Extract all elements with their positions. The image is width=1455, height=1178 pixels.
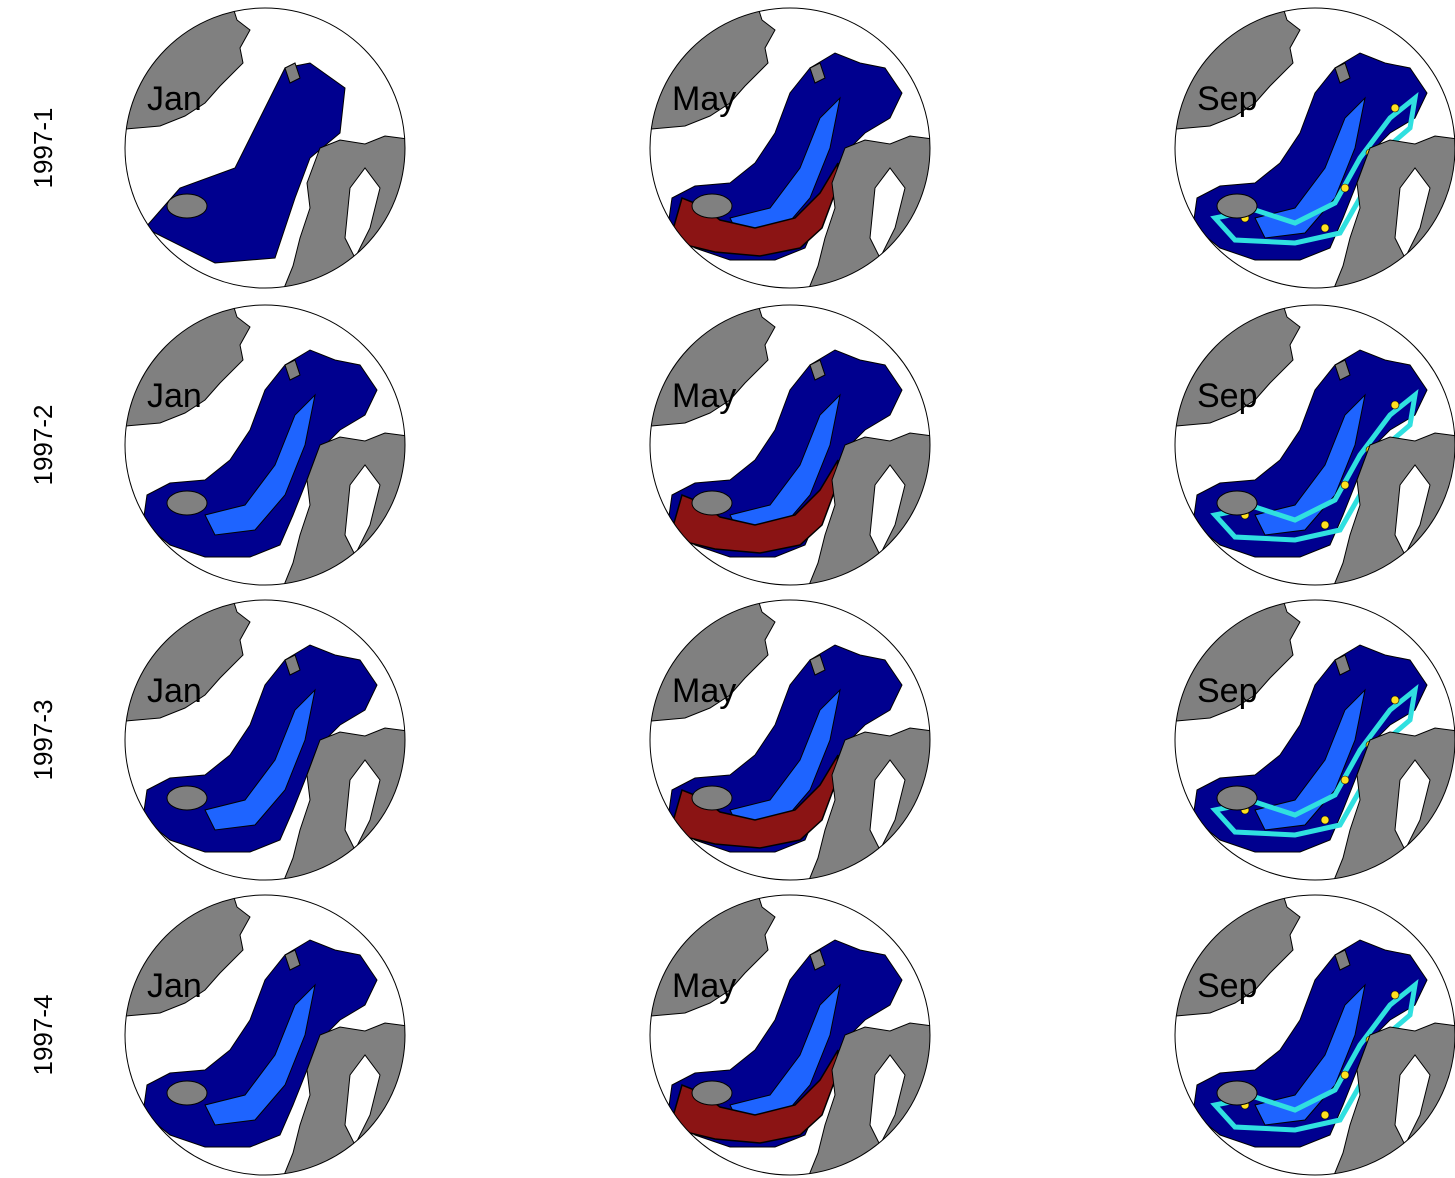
ocean-peak — [1341, 1071, 1349, 1079]
panel-label: May — [672, 377, 736, 415]
ocean-peak — [1321, 521, 1329, 529]
map-content — [640, 295, 940, 595]
panel-label: Sep — [1197, 967, 1258, 1005]
map-panel: May — [640, 295, 940, 595]
ocean-peak — [1341, 776, 1349, 784]
map-content — [1165, 885, 1455, 1178]
island — [167, 786, 207, 810]
ocean-peak — [1321, 1111, 1329, 1119]
panel-label: Sep — [1197, 672, 1258, 710]
ocean-peak — [1391, 104, 1399, 112]
ocean-peak — [1341, 184, 1349, 192]
panel-label: Sep — [1197, 80, 1258, 118]
map-content — [1165, 590, 1455, 890]
island — [1217, 491, 1257, 515]
ocean-peak — [1321, 816, 1329, 824]
island — [1217, 1081, 1257, 1105]
island — [167, 1081, 207, 1105]
island — [692, 491, 732, 515]
panel-label: Jan — [147, 80, 202, 118]
figure: 1997-1 Jan May Sep 1997-2 Jan May Sep 1997-3 Jan M… — [0, 0, 1455, 1178]
map-panel: May — [640, 590, 940, 890]
panel-label: Jan — [147, 377, 202, 415]
row-label: 1997-1 — [28, 108, 58, 189]
island — [167, 194, 207, 218]
panel-label: Jan — [147, 672, 202, 710]
panel-label: May — [672, 80, 736, 118]
map-panel: Jan — [115, 885, 415, 1178]
ocean-peak — [1341, 481, 1349, 489]
map-content — [1165, 295, 1455, 595]
island — [692, 194, 732, 218]
map-content — [115, 295, 415, 595]
island — [167, 491, 207, 515]
map-content — [115, 885, 415, 1178]
map-panel: Jan — [115, 590, 415, 890]
map-content — [115, 0, 415, 298]
island — [1217, 194, 1257, 218]
ocean-peak — [1391, 991, 1399, 999]
map-panel: Jan — [115, 0, 415, 298]
map-content — [640, 590, 940, 890]
map-content — [640, 885, 940, 1178]
map-panel: Sep — [1165, 0, 1455, 298]
map-panel: May — [640, 885, 940, 1178]
map-panel: Sep — [1165, 295, 1455, 595]
ocean-peak — [1391, 696, 1399, 704]
ocean-peak — [1321, 224, 1329, 232]
map-panel: Jan — [115, 295, 415, 595]
ocean-peak — [1391, 401, 1399, 409]
row-label: 1997-3 — [28, 700, 58, 781]
panel-label: May — [672, 967, 736, 1005]
panel-label: Jan — [147, 967, 202, 1005]
map-content — [640, 0, 940, 298]
map-content — [115, 590, 415, 890]
map-panel: Sep — [1165, 885, 1455, 1178]
panel-label: May — [672, 672, 736, 710]
island — [692, 786, 732, 810]
map-panel: May — [640, 0, 940, 298]
map-content — [1165, 0, 1455, 298]
panel-label: Sep — [1197, 377, 1258, 415]
island — [692, 1081, 732, 1105]
row-label: 1997-4 — [28, 995, 58, 1076]
island — [1217, 786, 1257, 810]
row-label: 1997-2 — [28, 405, 58, 486]
map-panel: Sep — [1165, 590, 1455, 890]
